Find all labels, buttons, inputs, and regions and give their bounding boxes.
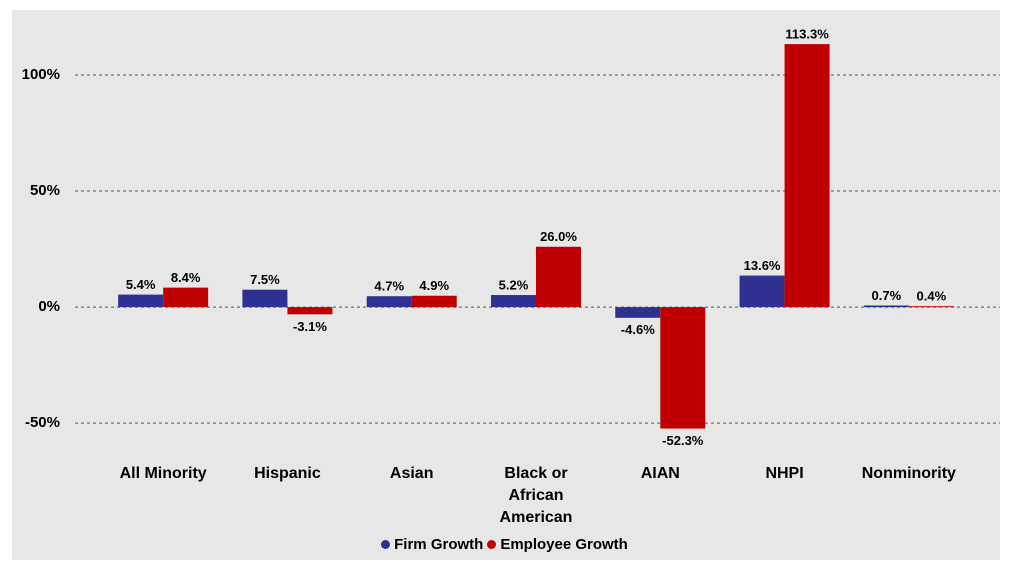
x-tick-label: AIAN [640,465,680,482]
data-label: 13.6% [744,258,781,273]
y-tick-label: 100% [22,66,60,83]
data-label: 26.0% [540,229,577,244]
legend-swatch [381,540,391,549]
bar [242,289,288,308]
bar [163,287,209,308]
background [12,10,1000,560]
data-label: -4.6% [621,322,655,337]
data-label: 0.7% [872,288,902,303]
bar [118,294,164,308]
y-tick-label: -50% [25,414,60,431]
data-label: 4.9% [419,278,449,293]
y-tick-label: 50% [30,182,60,199]
data-label: -3.1% [293,319,327,334]
bar [287,307,333,315]
bar [863,305,909,308]
data-label: 113.3% [785,27,829,42]
legend-label: Firm Growth [394,536,484,553]
y-tick-label: 0% [38,298,60,315]
bar [784,44,830,308]
legend-label: Employee Growth [500,536,628,553]
x-tick-label: Asian [389,465,434,482]
bar [536,246,581,308]
legend-swatch [487,540,497,549]
bar [739,275,785,308]
bar [411,295,457,308]
legend-item: Employee Growth [487,536,628,553]
bar [366,296,412,308]
bar [660,307,706,429]
data-label: 4.7% [374,279,404,294]
bar [908,306,954,308]
data-label: 0.4% [917,289,947,304]
data-label: -52.3% [662,433,704,448]
x-tick-label: Hispanic [254,465,321,482]
legend: Firm Growth Employee Growth [0,536,1009,553]
data-label: 5.2% [499,277,529,292]
x-tick-label: Nonminority [861,465,956,482]
x-tick-label: All Minority [119,465,207,482]
data-label: 5.4% [126,277,156,292]
bar [615,307,661,318]
bar [491,295,536,308]
x-tick-label: NHPI [765,465,804,482]
data-label: 8.4% [171,270,201,285]
data-label: 7.5% [250,272,280,287]
legend-item: Firm Growth [381,536,483,553]
x-tick-label: Black or African American [499,465,573,526]
